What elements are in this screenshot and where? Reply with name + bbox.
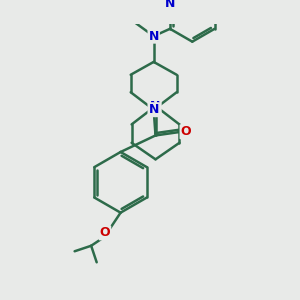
Text: N: N	[148, 103, 159, 116]
Text: O: O	[181, 125, 191, 138]
Text: N: N	[165, 0, 175, 10]
Text: N: N	[148, 30, 159, 43]
Text: O: O	[100, 226, 110, 239]
Text: N: N	[150, 100, 161, 112]
